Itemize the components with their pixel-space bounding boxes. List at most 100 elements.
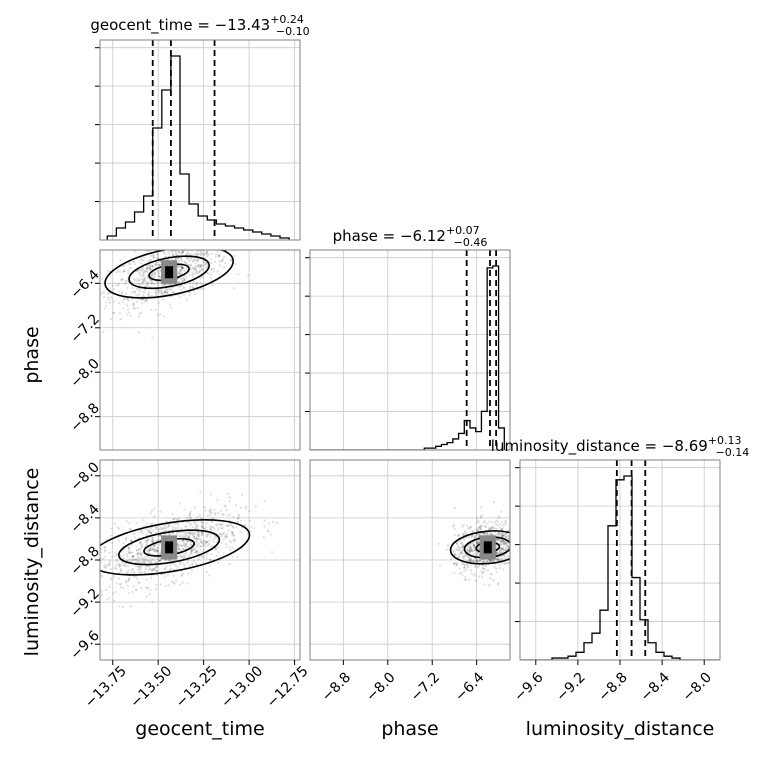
scatter-point xyxy=(472,540,475,544)
scatter-point xyxy=(466,564,470,567)
scatter-point xyxy=(180,244,182,246)
scatter-point xyxy=(477,539,480,542)
scatter-point xyxy=(195,268,198,271)
scatter-point xyxy=(188,533,191,536)
scatter-point xyxy=(249,529,252,532)
scatter-point xyxy=(195,539,198,543)
scatter-point xyxy=(129,314,132,317)
scatter-point xyxy=(189,515,192,519)
scatter-point xyxy=(150,240,152,242)
scatter-point xyxy=(142,279,146,282)
scatter-point xyxy=(125,303,128,306)
scatter-point xyxy=(174,252,177,255)
scatter-point xyxy=(173,250,177,253)
scatter-point xyxy=(202,543,205,546)
scatter-point xyxy=(186,257,189,260)
scatter-point xyxy=(504,535,507,538)
scatter-point xyxy=(191,552,194,556)
scatter-point xyxy=(230,541,233,544)
scatter-point xyxy=(219,241,221,243)
scatter-point xyxy=(455,542,459,545)
scatter-point xyxy=(137,566,140,569)
scatter-point xyxy=(192,266,195,269)
scatter-point xyxy=(457,546,460,549)
scatter-point xyxy=(465,568,468,571)
scatter-point xyxy=(191,282,194,286)
scatter-point xyxy=(180,555,183,558)
scatter-point xyxy=(469,525,472,528)
scatter-point xyxy=(236,520,239,523)
scatter-point xyxy=(161,242,163,244)
scatter-point xyxy=(475,517,478,520)
scatter-point xyxy=(128,267,131,270)
scatter-point xyxy=(191,273,194,276)
scatter-point xyxy=(155,550,159,553)
scatter-point xyxy=(133,558,137,561)
scatter-point xyxy=(156,550,160,553)
scatter-point xyxy=(145,267,148,270)
scatter-point xyxy=(128,548,131,551)
scatter-point xyxy=(450,557,453,560)
scatter-point xyxy=(459,542,462,545)
scatter-point xyxy=(124,280,127,283)
scatter-point xyxy=(194,562,197,565)
scatter-point xyxy=(149,264,152,267)
scatter-point xyxy=(233,235,235,237)
scatter-point xyxy=(501,534,504,537)
scatter-point xyxy=(157,272,160,275)
scatter-point xyxy=(163,283,167,286)
scatter-point xyxy=(497,534,500,537)
scatter-point xyxy=(150,540,153,543)
title-median: −6.12 xyxy=(400,227,446,245)
xtick-label-luminosity-distance: −8.4 xyxy=(638,669,673,704)
scatter-point xyxy=(141,274,144,277)
scatter-point xyxy=(137,298,140,301)
scatter-point xyxy=(476,553,479,556)
scatter-point xyxy=(59,571,61,573)
scatter-point xyxy=(163,527,167,530)
scatter-point xyxy=(193,506,196,509)
scatter-point xyxy=(212,235,214,237)
scatter-point xyxy=(437,542,440,545)
scatter-point xyxy=(151,569,154,572)
scatter-point xyxy=(146,270,149,273)
scatter-point xyxy=(195,524,199,527)
title-minus: −0.10 xyxy=(276,25,310,38)
scatter-point xyxy=(218,254,221,258)
scatter-point xyxy=(149,254,153,257)
scatter-point xyxy=(161,285,164,288)
scatter-point xyxy=(205,540,208,544)
scatter-point xyxy=(105,301,108,304)
scatter-point xyxy=(181,266,184,269)
scatter-point xyxy=(191,550,194,553)
scatter-point xyxy=(188,536,191,539)
scatter-point xyxy=(231,531,234,534)
scatter-point xyxy=(141,259,145,262)
scatter-point xyxy=(476,559,479,562)
scatter-point xyxy=(481,564,484,567)
scatter-point xyxy=(145,543,148,546)
scatter-point xyxy=(190,548,193,552)
scatter-point xyxy=(502,523,505,526)
scatter-point xyxy=(178,534,181,538)
scatter-point xyxy=(196,229,198,231)
scatter-point xyxy=(171,290,174,294)
scatter-point xyxy=(199,548,202,551)
scatter-point xyxy=(198,270,202,273)
scatter-point xyxy=(210,235,212,237)
scatter-point xyxy=(170,295,173,298)
scatter-point xyxy=(227,492,230,496)
scatter-point xyxy=(510,554,512,556)
scatter-point xyxy=(187,520,191,524)
scatter-point xyxy=(476,566,479,569)
scatter-point xyxy=(468,559,471,562)
scatter-point xyxy=(180,259,183,262)
scatter-point xyxy=(103,565,106,568)
scatter-point xyxy=(514,558,516,560)
scatter-point xyxy=(128,262,131,265)
scatter-point xyxy=(499,541,502,544)
scatter-point xyxy=(165,244,167,246)
scatter-point xyxy=(468,559,472,562)
scatter-point xyxy=(191,533,194,536)
scatter-point xyxy=(499,522,502,525)
